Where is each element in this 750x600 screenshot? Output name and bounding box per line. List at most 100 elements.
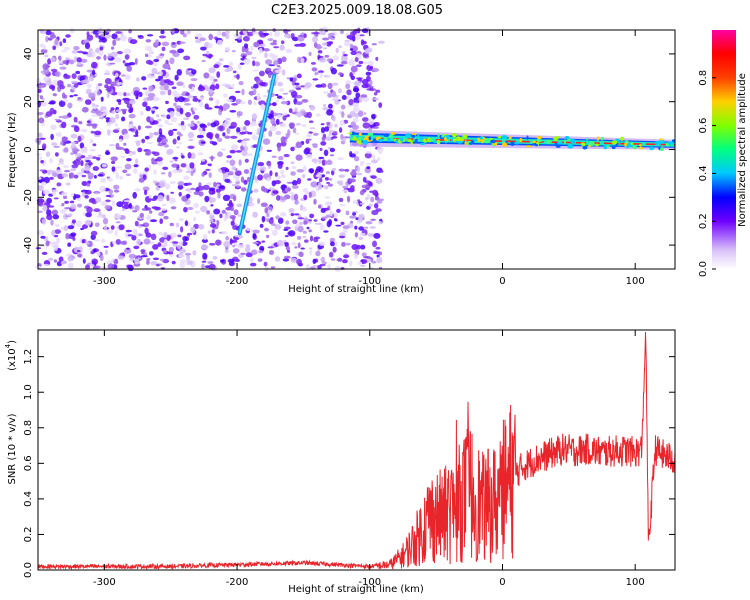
spectrogram-noise-cell — [217, 151, 223, 157]
spectrogram-noise-cell — [170, 206, 177, 210]
spectrogram-carrier-speckle — [660, 147, 664, 152]
spectrogram-noise-cell — [357, 261, 363, 265]
spectrogram-noise-cell — [183, 206, 188, 213]
colorbar-tick-label: 0.4 — [698, 165, 709, 181]
spectrogram-noise-cell — [51, 142, 58, 146]
spectrogram-noise-cell — [110, 81, 118, 87]
spectrogram-noise-cell — [94, 192, 100, 195]
spectrogram-noise-cell — [324, 196, 331, 199]
spectrogram-noise-cell — [268, 114, 274, 120]
spectrogram-noise-cell — [197, 85, 206, 92]
spectrogram-noise-cell — [164, 183, 171, 190]
spectrogram-noise-cell — [207, 43, 213, 49]
spectrogram-noise-cell — [221, 31, 227, 37]
spectrogram-noise-cell — [274, 172, 278, 177]
spectrogram-noise-cell — [76, 156, 81, 160]
spectrogram-noise-cell — [285, 166, 289, 170]
spectrogram-noise-cell — [126, 158, 132, 162]
spectrogram-noise-cell — [297, 56, 302, 63]
spectrogram-noise-cell — [186, 30, 191, 35]
spectrogram-noise-cell — [169, 254, 174, 257]
spectrogram-noise-cell — [187, 260, 193, 265]
spectrogram-noise-cell — [361, 83, 369, 89]
spectrogram-noise-cell — [375, 89, 381, 93]
spectrogram-noise-cell — [95, 34, 99, 38]
spectrogram-noise-cell — [334, 124, 338, 128]
spectrogram-noise-cell — [101, 163, 107, 168]
spectrogram-noise-cell — [47, 58, 52, 65]
spectrogram-noise-cell — [59, 66, 67, 70]
spectrogram-noise-cell — [207, 163, 212, 167]
spectrogram-noise-cell — [270, 266, 276, 269]
spectrogram-noise-cell — [111, 110, 116, 114]
spectrogram-noise-cell — [128, 108, 133, 114]
spectrogram-noise-cell — [228, 61, 233, 67]
spectrogram-noise-cell — [258, 70, 265, 77]
spectrogram-noise-cell — [242, 138, 250, 141]
spectrogram-noise-cell — [52, 45, 57, 51]
spectrogram-noise-cell — [222, 194, 231, 201]
spectrogram-noise-cell — [76, 220, 82, 228]
spectrogram-noise-cell — [233, 209, 239, 216]
spectrogram-noise-cell — [206, 210, 211, 215]
spectrogram-noise-cell — [115, 142, 120, 150]
spectrogram-carrier-speckle — [358, 132, 362, 136]
spectrogram-noise-cell — [104, 70, 110, 74]
spectrogram-carrier-speckle — [563, 139, 567, 144]
spectrogram-noise-cell — [357, 110, 364, 117]
spectrogram-noise-cell — [127, 123, 135, 129]
spectrogram-noise-cell — [100, 177, 107, 183]
spectrogram-noise-cell — [316, 166, 323, 172]
spectrogram-noise-cell — [321, 159, 326, 166]
snr-y-multiplier: (x104) — [4, 340, 18, 371]
spectrogram-noise-cell — [266, 234, 270, 239]
spectrogram-noise-cell — [73, 56, 78, 63]
spectrogram-carrier-speckle — [490, 139, 496, 144]
spectrogram-noise-cell — [163, 215, 169, 220]
spectrogram-noise-cell — [138, 177, 145, 183]
spectrogram-carrier-speckle — [624, 140, 629, 144]
spectrogram-noise-cell — [245, 227, 252, 231]
spectrogram-noise-cell — [177, 244, 182, 250]
spectrogram-noise-cell — [187, 152, 192, 159]
spectrogram-noise-cell — [259, 166, 267, 171]
spectrogram-carrier-speckle — [519, 138, 523, 143]
spectrogram-noise-cell — [225, 160, 230, 163]
spectrogram-noise-cell — [93, 248, 97, 253]
spectrogram-noise-cell — [99, 46, 104, 51]
spectrogram-noise-cell — [362, 177, 367, 183]
spectrogram-noise-cell — [315, 250, 321, 257]
spectrogram-noise-cell — [299, 42, 306, 47]
spectrogram-carrier-speckle — [405, 133, 411, 138]
x-tick-label: 0 — [499, 276, 505, 287]
spectrogram-noise-cell — [320, 141, 327, 146]
spectrogram-noise-cell — [111, 33, 118, 40]
spectrogram-noise-cell — [142, 87, 148, 90]
spectrogram-carrier-speckle — [383, 137, 388, 141]
spectrogram-noise-cell — [36, 153, 42, 156]
spectrogram-noise-cell — [200, 46, 207, 51]
spectrogram-noise-cell — [240, 145, 244, 151]
spectrogram-carrier-speckle — [589, 141, 595, 147]
spectrogram-noise-cell — [163, 239, 168, 245]
spectrogram-noise-cell — [350, 75, 355, 81]
spectrogram-noise-cell — [303, 194, 308, 201]
spectrogram-noise-cell — [86, 83, 92, 89]
spectrogram-noise-cell — [137, 35, 143, 38]
spectrogram-noise-cell — [76, 57, 82, 63]
spectrogram-diagonal-core — [238, 75, 275, 234]
spectrogram-carrier-speckle — [436, 139, 441, 145]
spectrogram-noise-cell — [39, 169, 45, 172]
spectrogram-carrier-speckle — [362, 139, 369, 145]
spectrogram-noise-cell — [294, 199, 299, 205]
y-tick-label: 0.0 — [23, 562, 34, 578]
spectrogram-noise-cell — [358, 216, 363, 223]
spectrogram-noise-cell — [116, 201, 124, 208]
spectrogram-noise-cell — [216, 39, 224, 46]
spectrogram-noise-cell — [124, 148, 130, 154]
spectrogram-noise-cell — [71, 147, 79, 154]
spectrogram-noise-cell — [170, 191, 174, 194]
spectrogram-noise-cell — [242, 126, 247, 131]
spectrogram-noise-cell — [313, 198, 317, 205]
spectrogram-noise-cell — [116, 82, 124, 85]
